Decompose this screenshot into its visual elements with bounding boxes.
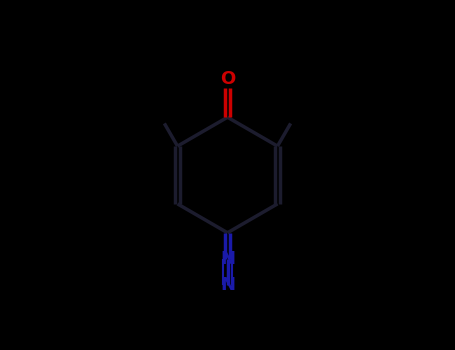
Text: O: O	[220, 70, 235, 88]
Text: N: N	[220, 276, 235, 294]
Text: N: N	[220, 250, 235, 268]
